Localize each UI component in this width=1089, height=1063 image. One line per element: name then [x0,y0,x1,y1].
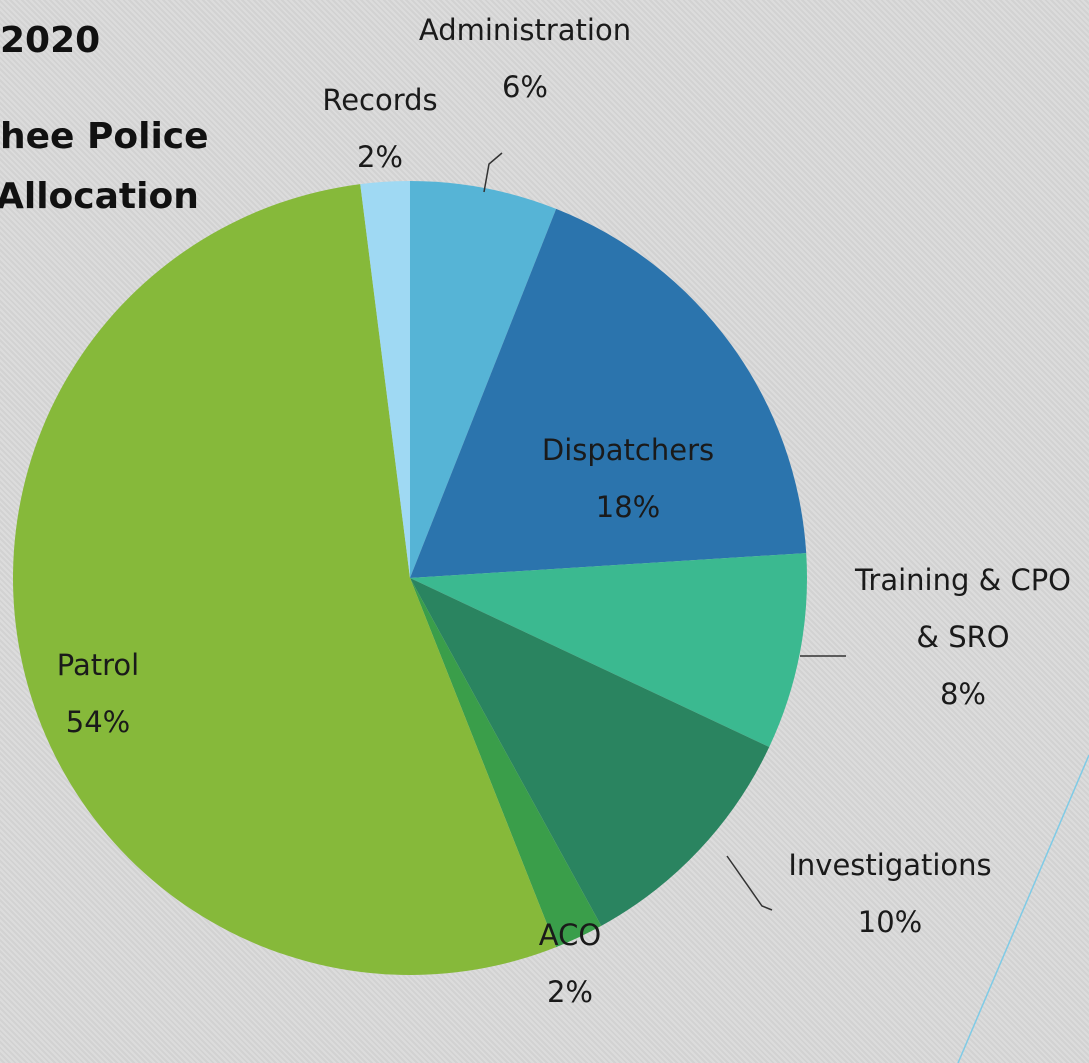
slice-label: Training & CPO & SRO 8% [843,552,1083,723]
value-label: 6% [501,70,548,104]
value-label: 2% [356,140,403,174]
leader-line [483,152,503,193]
value-label: 2% [546,975,593,1009]
slice-label: Investigations 10% [759,837,1021,951]
pie-slice [12,184,557,975]
slice-label: Administration 6% [400,2,650,116]
slice-label: Dispatchers 18% [478,422,778,536]
leader-line [726,855,773,911]
category-label: Dispatchers [541,433,715,467]
slice-label: Patrol 54% [18,637,178,751]
category-label: Records [322,83,438,117]
category-label: Patrol [56,648,140,682]
category-label: Investigations [788,848,992,882]
pie-slice [410,181,557,578]
value-label: 18% [595,490,661,524]
value-label: 54% [65,705,131,739]
category-label: Training & CPO & SRO [854,563,1072,654]
slice-label: Records 2% [280,72,480,186]
pie [12,181,807,975]
decor-line [957,754,1089,1063]
pie-slice [410,578,770,926]
chart-title: Allocation [0,176,199,217]
value-label: 10% [857,905,923,939]
pie-slice [410,553,807,748]
pie-slice [410,578,602,948]
chart-title: 2020 [0,20,101,61]
slice-label: ACO 2% [510,907,630,1021]
category-label: ACO [538,918,602,952]
category-label: Administration [418,13,632,47]
chart-title: hee Police [0,116,209,157]
pie-slice [360,181,410,578]
pie-slice [410,208,807,579]
value-label: 8% [939,677,986,711]
